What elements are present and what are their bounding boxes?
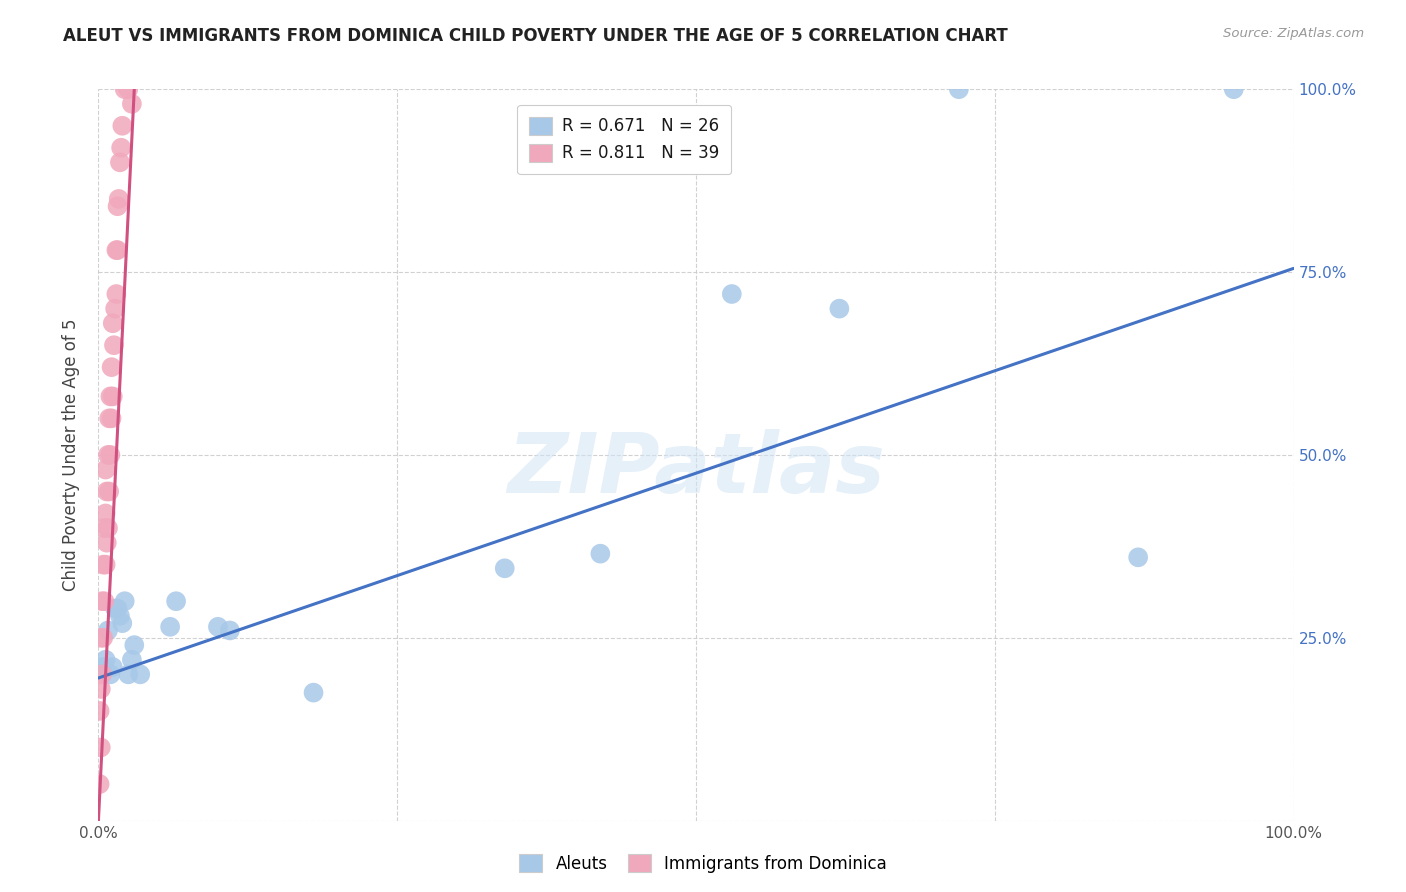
- Point: [101, 316, 124, 330]
- Point: [98, 667, 122, 681]
- Point: [1223, 82, 1246, 96]
- Y-axis label: Child Poverty Under the Age of 5: Child Poverty Under the Age of 5: [62, 318, 80, 591]
- Point: [721, 287, 744, 301]
- Point: [107, 601, 129, 615]
- Point: [94, 462, 117, 476]
- Point: [93, 521, 115, 535]
- Point: [117, 82, 139, 96]
- Point: [121, 96, 143, 111]
- Point: [98, 389, 122, 403]
- Point: [165, 594, 187, 608]
- Point: [948, 82, 970, 96]
- Point: [96, 535, 118, 549]
- Point: [97, 624, 120, 638]
- Point: [91, 558, 114, 572]
- Point: [111, 616, 134, 631]
- Point: [98, 484, 121, 499]
- Point: [589, 547, 612, 561]
- Point: [302, 686, 325, 700]
- Point: [219, 624, 242, 638]
- Point: [94, 653, 117, 667]
- Point: [124, 638, 146, 652]
- Point: [101, 660, 124, 674]
- Point: [105, 243, 128, 257]
- Point: [111, 119, 134, 133]
- Point: [129, 667, 152, 681]
- Point: [91, 667, 114, 681]
- Point: [828, 301, 851, 316]
- Point: [93, 594, 115, 608]
- Point: [98, 448, 122, 462]
- Point: [91, 660, 114, 674]
- Point: [110, 141, 132, 155]
- Point: [159, 620, 181, 634]
- Text: ALEUT VS IMMIGRANTS FROM DOMINICA CHILD POVERTY UNDER THE AGE OF 5 CORRELATION C: ALEUT VS IMMIGRANTS FROM DOMINICA CHILD …: [63, 27, 1008, 45]
- Point: [97, 448, 120, 462]
- Point: [90, 681, 112, 696]
- Point: [117, 667, 139, 681]
- Legend: R = 0.671   N = 26, R = 0.811   N = 39: R = 0.671 N = 26, R = 0.811 N = 39: [517, 105, 731, 174]
- Point: [98, 411, 121, 425]
- Point: [90, 631, 112, 645]
- Point: [104, 601, 127, 615]
- Point: [101, 389, 124, 403]
- Point: [494, 561, 516, 575]
- Point: [91, 594, 114, 608]
- Point: [89, 704, 111, 718]
- Point: [100, 360, 122, 375]
- Point: [107, 199, 129, 213]
- Point: [107, 192, 129, 206]
- Point: [104, 301, 127, 316]
- Point: [114, 594, 136, 608]
- Text: Source: ZipAtlas.com: Source: ZipAtlas.com: [1223, 27, 1364, 40]
- Point: [105, 287, 128, 301]
- Point: [97, 521, 120, 535]
- Point: [108, 608, 131, 623]
- Point: [114, 82, 136, 96]
- Text: ZIPatlas: ZIPatlas: [508, 429, 884, 510]
- Point: [96, 484, 118, 499]
- Point: [108, 155, 131, 169]
- Point: [89, 777, 111, 791]
- Point: [90, 740, 112, 755]
- Point: [121, 653, 143, 667]
- Point: [100, 411, 122, 425]
- Point: [94, 507, 117, 521]
- Point: [94, 558, 117, 572]
- Point: [207, 620, 229, 634]
- Point: [107, 243, 129, 257]
- Point: [103, 338, 125, 352]
- Legend: Aleuts, Immigrants from Dominica: Aleuts, Immigrants from Dominica: [512, 847, 894, 880]
- Point: [1128, 550, 1150, 565]
- Point: [91, 631, 114, 645]
